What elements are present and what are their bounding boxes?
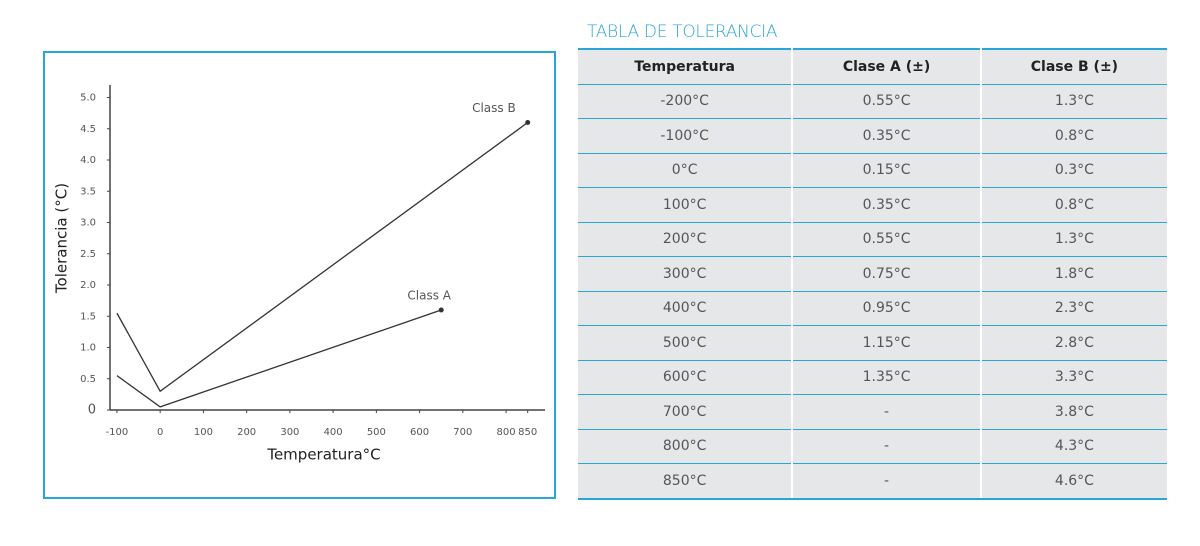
table-cell: 2.3°C: [979, 291, 1167, 326]
table-cell: 700°C: [578, 394, 794, 430]
table-row: -100°C 0.35°C 0.8°C: [578, 118, 1167, 154]
column-header: Clase B (±): [979, 48, 1167, 85]
table-cell: 850°C: [578, 463, 794, 500]
table-cell: 1.3°C: [979, 84, 1167, 119]
x-tick-label: 800: [497, 427, 516, 438]
table-row: 400°C 0.95°C 2.3°C: [578, 291, 1167, 326]
series-label: Class B: [472, 101, 516, 115]
x-tick-label: -100: [106, 427, 129, 438]
table-row: 200°C 0.55°C 1.3°C: [578, 222, 1167, 257]
y-tick-label: 2.5: [80, 249, 96, 260]
table-cell: 0.8°C: [979, 187, 1167, 223]
y-tick-label: 0.5: [80, 374, 96, 385]
chart: Temperatura°C Tolerancia (°C) 0 0.5 1.0 1.5…: [53, 85, 545, 464]
y-tick-label: 5.0: [80, 93, 96, 104]
table-cell: 0.75°C: [791, 256, 982, 292]
y-tick-label: 3.0: [80, 218, 96, 229]
table-cell: 600°C: [578, 360, 794, 395]
x-tick-label: 0: [157, 427, 163, 438]
table-row: 100°C 0.35°C 0.8°C: [578, 187, 1167, 223]
table-cell: 4.6°C: [979, 463, 1167, 500]
table-cell: 2.8°C: [979, 325, 1167, 361]
y-tick-label: 0: [88, 403, 96, 418]
header-row: Temperatura Clase A (±) Clase B (±): [578, 48, 1167, 85]
y-tick-label: 2.0: [80, 280, 96, 291]
series-label: Class A: [407, 289, 451, 303]
column-header: Temperatura: [578, 48, 794, 85]
y-tick-label: 1.5: [80, 311, 96, 322]
table-cell: 1.15°C: [791, 325, 982, 361]
table-cell: -: [791, 463, 982, 500]
table-row: 800°C -4.3°C: [578, 429, 1167, 464]
table-cell: 0.35°C: [791, 118, 982, 154]
end-point: [525, 120, 531, 125]
table-cell: 1.8°C: [979, 256, 1167, 292]
x-tick-label: 400: [324, 427, 343, 438]
end-point: [438, 307, 444, 313]
y-tick-label: 1.0: [80, 343, 96, 354]
table-cell: 0.35°C: [791, 187, 982, 223]
table-cell: 0.3°C: [979, 153, 1167, 188]
table-cell: 0.55°C: [791, 222, 982, 257]
x-tick-label: 300: [280, 427, 299, 438]
x-tick-label: 500: [367, 427, 386, 438]
y-tick-label: 3.5: [80, 186, 96, 197]
tolerance-table: Temperatura Clase A (±) Clase B (±) -200°C 0…: [578, 48, 1167, 500]
chart-frame: [43, 51, 556, 499]
table-row: 0°C 0.15°C 0.3°C: [578, 153, 1167, 188]
y-tick-label: 4.0: [80, 155, 96, 166]
x-axis-label: Temperatura°C: [266, 446, 380, 464]
table-cell: 4.3°C: [979, 429, 1167, 464]
table-cell: 800°C: [578, 429, 794, 464]
y-tick-label: 4.5: [80, 124, 96, 135]
table-cell: -: [791, 429, 982, 464]
table-cell: 500°C: [578, 325, 794, 361]
x-tick-label: 100: [194, 427, 213, 438]
table-cell: 400°C: [578, 291, 794, 326]
table-cell: 100°C: [578, 187, 794, 223]
table-title: TABLA DE TOLERANCIA: [587, 22, 778, 42]
x-tick-label: 600: [410, 427, 429, 438]
table-cell: 0°C: [578, 153, 794, 188]
series-line: [116, 121, 529, 393]
table-row: 850°C -4.6°C: [578, 463, 1167, 500]
table-cell: -: [791, 394, 982, 430]
table-row: -200°C 0.55°C 1.3°C: [578, 84, 1167, 119]
table-cell: 3.3°C: [979, 360, 1167, 395]
table-cell: 0.95°C: [791, 291, 982, 326]
table-row: 300°C 0.75°C 1.8°C: [578, 256, 1167, 292]
table-cell: 0.55°C: [791, 84, 982, 119]
x-tick-label: 850: [518, 427, 537, 438]
table-cell: 0.8°C: [979, 118, 1167, 154]
x-tick-label: 200: [237, 427, 256, 438]
table-cell: 0.15°C: [791, 153, 982, 188]
series-line: [116, 309, 442, 408]
table-row: 600°C 1.35°C 3.3°C: [578, 360, 1167, 395]
table-row: 500°C 1.15°C 2.8°C: [578, 325, 1167, 361]
table-cell: 3.8°C: [979, 394, 1167, 430]
table-cell: 1.3°C: [979, 222, 1167, 257]
table-cell: 300°C: [578, 256, 794, 292]
table-cell: 1.35°C: [791, 360, 982, 395]
table-cell: -100°C: [578, 118, 794, 154]
table-cell: 200°C: [578, 222, 794, 257]
table-cell: -200°C: [578, 84, 794, 119]
y-axis-label: Tolerancia (°C): [53, 183, 71, 294]
x-tick-label: 700: [453, 427, 472, 438]
column-header: Clase A (±): [791, 48, 982, 85]
table-row: 700°C -3.8°C: [578, 394, 1167, 430]
